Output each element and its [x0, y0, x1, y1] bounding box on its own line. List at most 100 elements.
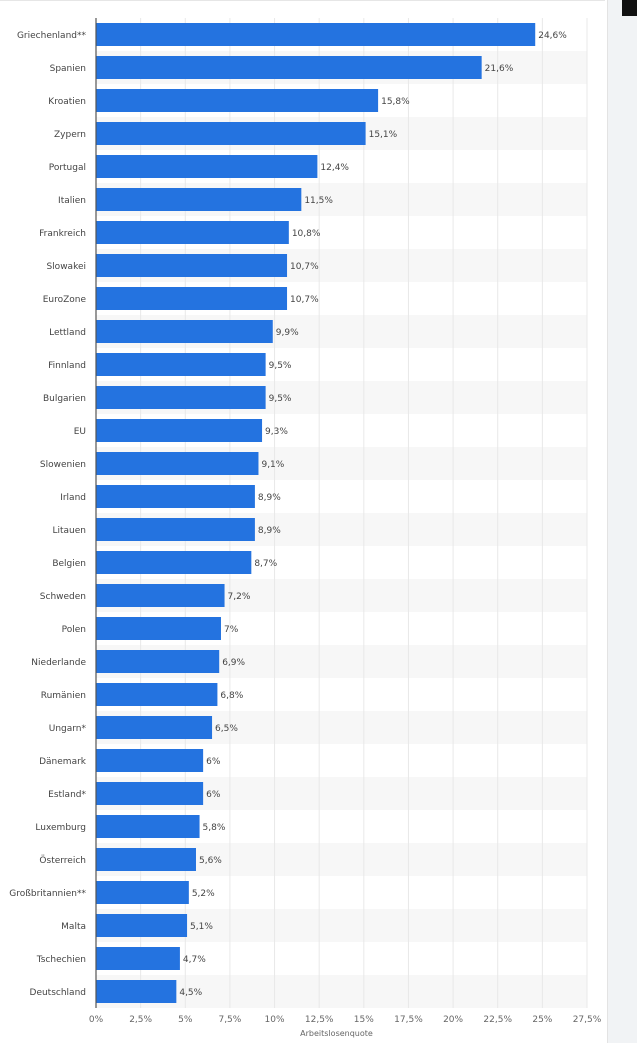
- sidebar-strip: [607, 0, 637, 1043]
- y-category-label: Finnland: [48, 361, 86, 371]
- y-category-label: Ungarn*: [49, 724, 87, 734]
- bar: [96, 122, 366, 145]
- x-tick-label: 25%: [532, 1015, 552, 1025]
- bar: [96, 716, 213, 739]
- data-label: 9,5%: [269, 361, 292, 371]
- y-category-label: Litauen: [52, 526, 86, 536]
- bar: [96, 23, 536, 46]
- bar: [96, 683, 218, 706]
- data-label: 21,6%: [485, 64, 514, 74]
- y-category-label: Rumänien: [41, 691, 86, 701]
- y-category-label: Bulgarien: [43, 394, 86, 404]
- bar: [96, 848, 196, 871]
- bar: [96, 452, 259, 475]
- y-category-label: Österreich: [39, 855, 86, 866]
- y-category-label: Portugal: [49, 163, 86, 173]
- data-label: 9,1%: [261, 460, 284, 470]
- data-label: 8,9%: [258, 526, 281, 536]
- y-category-label: Estland*: [48, 790, 86, 800]
- bar: [96, 320, 273, 343]
- data-label: 11,5%: [304, 196, 333, 206]
- y-category-label: Schweden: [40, 592, 86, 602]
- y-category-label: EU: [74, 427, 86, 437]
- data-label: 24,6%: [538, 31, 567, 41]
- data-label: 10,7%: [290, 262, 319, 272]
- data-label: 7%: [224, 625, 239, 635]
- bar: [96, 89, 379, 112]
- x-axis-title: Arbeitslosenquote: [300, 1029, 373, 1038]
- data-label: 5,1%: [190, 922, 213, 932]
- data-label: 9,5%: [269, 394, 292, 404]
- bar: [96, 188, 302, 211]
- bar: [96, 584, 225, 607]
- data-label: 5,6%: [199, 856, 222, 866]
- y-category-label: Dänemark: [39, 757, 87, 767]
- bar: [96, 56, 482, 79]
- y-category-label: Slowakei: [46, 262, 86, 272]
- data-label: 8,7%: [254, 559, 277, 569]
- y-category-label: Griechenland**: [17, 31, 87, 41]
- bar: [96, 815, 200, 838]
- bar: [96, 749, 204, 772]
- data-label: 8,9%: [258, 493, 281, 503]
- bar: [96, 980, 177, 1003]
- data-label: 6%: [206, 757, 221, 767]
- x-tick-label: 7,5%: [218, 1015, 241, 1025]
- data-label: 4,7%: [183, 955, 206, 965]
- x-tick-label: 12,5%: [305, 1015, 334, 1025]
- x-tick-label: 2,5%: [129, 1015, 152, 1025]
- bar: [96, 353, 266, 376]
- data-label: 5,8%: [203, 823, 226, 833]
- data-label: 9,9%: [276, 328, 299, 338]
- chart-card: 0% 2,5% 5% 7,5% 10% 12,5% 15% 17,5% 20% 22,5% 25% 2…: [0, 0, 605, 1038]
- data-label: 7,2%: [228, 592, 251, 602]
- y-category-label: Großbritannien**: [9, 889, 86, 899]
- y-category-label: Belgien: [52, 559, 86, 569]
- bar: [96, 386, 266, 409]
- x-tick-label: 0%: [89, 1015, 104, 1025]
- bar: [96, 782, 204, 805]
- y-category-label: Lettland: [49, 328, 86, 338]
- y-category-label: Niederlande: [31, 658, 86, 668]
- bar: [96, 155, 318, 178]
- data-label: 15,8%: [381, 97, 410, 107]
- data-label: 6,9%: [222, 658, 245, 668]
- bar: [96, 287, 288, 310]
- y-category-label: Polen: [62, 625, 86, 635]
- x-tick-label: 10%: [265, 1015, 285, 1025]
- x-tick-label: 22,5%: [483, 1015, 512, 1025]
- y-category-label: Zypern: [54, 130, 86, 140]
- x-tick-label: 27,5%: [573, 1015, 602, 1025]
- data-label: 12,4%: [320, 163, 349, 173]
- y-category-label: Frankreich: [39, 229, 86, 239]
- y-category-label: Spanien: [50, 64, 86, 74]
- y-category-label: Malta: [61, 922, 86, 932]
- bar: [96, 254, 288, 277]
- data-label: 6,8%: [220, 691, 243, 701]
- bar: [96, 485, 255, 508]
- sidebar-toggle-icon[interactable]: [622, 0, 637, 16]
- bar: [96, 914, 188, 937]
- bar: [96, 881, 189, 904]
- bar: [96, 947, 180, 970]
- y-category-label: Italien: [58, 196, 86, 206]
- data-label: 6%: [206, 790, 221, 800]
- data-label: 9,3%: [265, 427, 288, 437]
- data-label: 10,7%: [290, 295, 319, 305]
- x-tick-label: 5%: [178, 1015, 193, 1025]
- bar: [96, 518, 255, 541]
- x-tick-label: 20%: [443, 1015, 463, 1025]
- y-category-label: Slowenien: [40, 460, 86, 470]
- y-category-label: Irland: [60, 493, 86, 503]
- data-label: 10,8%: [292, 229, 321, 239]
- data-label: 5,2%: [192, 889, 215, 899]
- y-category-label: Tschechien: [36, 955, 86, 965]
- data-label: 15,1%: [369, 130, 398, 140]
- bar: [96, 419, 263, 442]
- y-category-label: Luxemburg: [35, 823, 86, 833]
- bar: [96, 617, 221, 640]
- x-tick-label: 17,5%: [394, 1015, 423, 1025]
- y-category-label: EuroZone: [43, 295, 87, 305]
- y-category-label: Deutschland: [30, 988, 86, 998]
- data-label: 6,5%: [215, 724, 238, 734]
